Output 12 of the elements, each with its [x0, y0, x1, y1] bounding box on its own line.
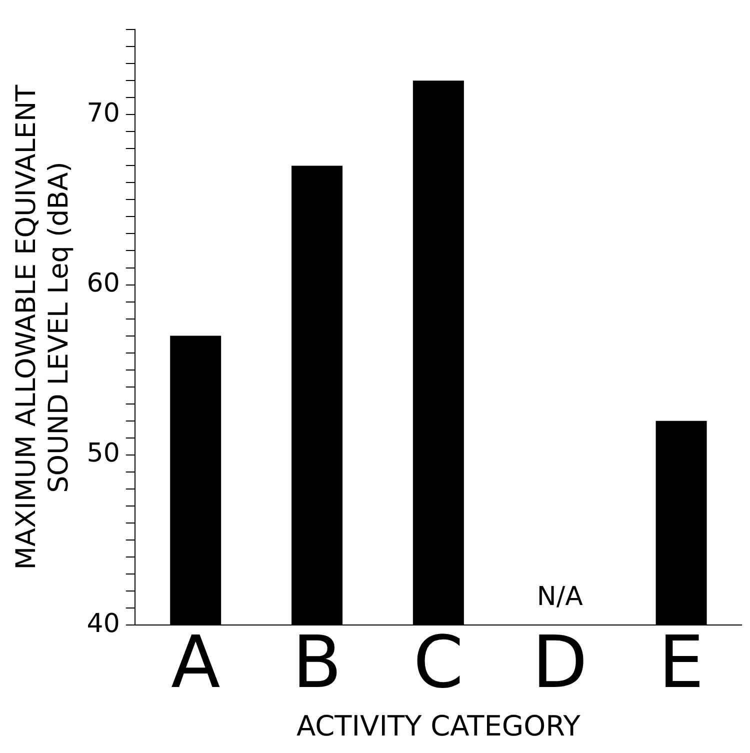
x-axis-title: ACTIVITY CATEGORY: [296, 709, 582, 742]
y-tick-label: 40: [86, 608, 120, 639]
y-axis-title: MAXIMUM ALLOWABLE EQUIVALENT SOUND LEVEL Leq (dBA): [11, 84, 75, 570]
annotation: N/A: [536, 582, 584, 612]
x-tick-label: C: [413, 620, 464, 704]
x-tick-label: E: [658, 620, 704, 704]
y-tick-label: 60: [86, 268, 120, 299]
x-tick-label: D: [532, 620, 588, 704]
x-tick-label: A: [170, 620, 220, 704]
x-tick-label: B: [292, 620, 342, 704]
y-tick-label: 50: [86, 438, 120, 469]
y-tick-label: 70: [86, 98, 120, 128]
